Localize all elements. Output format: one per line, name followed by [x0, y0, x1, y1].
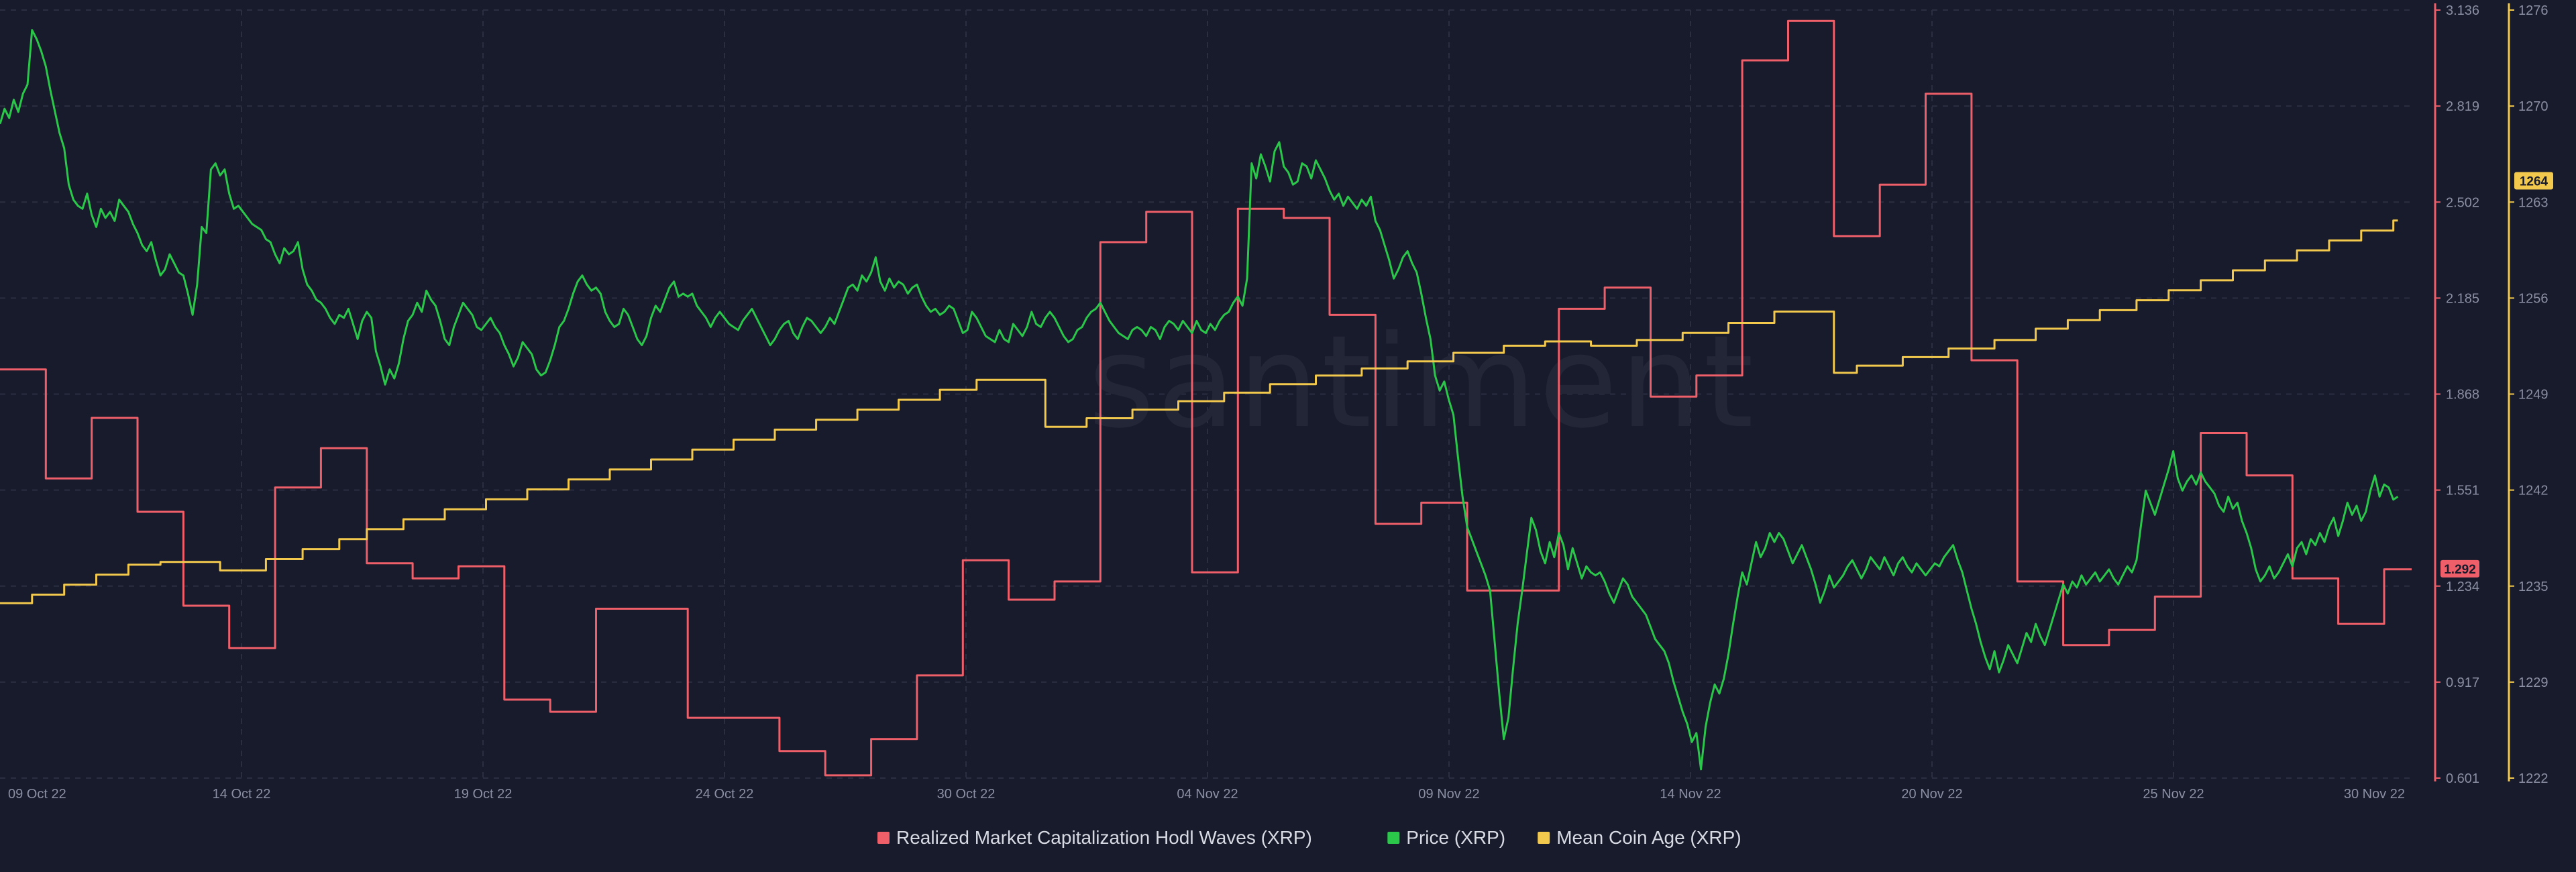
- y-right-tick-label: 1270: [2518, 99, 2548, 114]
- legend-label: Realized Market Capitalization Hodl Wave…: [896, 827, 1312, 848]
- legend-swatch: [1387, 832, 1400, 844]
- last-value-badge-text: 1264: [2520, 174, 2548, 188]
- y-left-tick-label: 0.601: [2446, 771, 2479, 786]
- y-right-tick-label: 1276: [2518, 3, 2548, 18]
- y-left-tick-label: 1.868: [2446, 388, 2479, 402]
- last-value-badge-text: 1.292: [2444, 563, 2476, 577]
- legend-swatch: [1538, 832, 1550, 844]
- legend-swatch: [877, 832, 890, 844]
- legend-item-mean-coin-age-xrp[interactable]: Mean Coin Age (XRP): [1538, 827, 1741, 848]
- x-tick-label: 19 Oct 22: [454, 787, 513, 802]
- x-tick-label: 30 Nov 22: [2344, 787, 2405, 802]
- y-left-tick-label: 0.917: [2446, 675, 2479, 690]
- legend-label: Mean Coin Age (XRP): [1556, 827, 1741, 848]
- watermark: santiment: [1088, 308, 1756, 456]
- y-left-tick-label: 1.551: [2446, 484, 2479, 498]
- series-line-realized-market-capitalization-hodl-waves-xrp: [0, 19, 2412, 777]
- legend-item-realized-market-capitalization-hodl-waves-xrp[interactable]: Realized Market Capitalization Hodl Wave…: [877, 827, 1312, 848]
- legend: Realized Market Capitalization Hodl Wave…: [877, 827, 1741, 848]
- x-tick-label: 04 Nov 22: [1177, 787, 1238, 802]
- grid-layer: [0, 9, 2412, 779]
- legend-label: Price (XRP): [1406, 827, 1505, 848]
- x-tick-label: 14 Nov 22: [1660, 787, 1721, 802]
- x-tick-label: 20 Nov 22: [1901, 787, 1962, 802]
- axis-layer: 3.136 1276 2.819 1270 2.502 1263 2.185 1256 1.86…: [8, 3, 2553, 802]
- series-layer: [0, 19, 2412, 777]
- last-value-badge-bg: [2514, 172, 2553, 190]
- y-right-tick-label: 1222: [2518, 771, 2548, 786]
- x-tick-label: 09 Nov 22: [1418, 787, 1479, 802]
- y-right-tick-label: 1235: [2518, 580, 2548, 594]
- y-right-tick-label: 1263: [2518, 195, 2548, 210]
- x-tick-label: 24 Oct 22: [696, 787, 754, 802]
- y-left-tick-label: 3.136: [2446, 3, 2479, 18]
- y-left-tick-label: 2.185: [2446, 291, 2479, 306]
- x-tick-label: 25 Nov 22: [2143, 787, 2204, 802]
- y-left-tick-label: 2.819: [2446, 99, 2479, 114]
- y-right-tick-label: 1249: [2518, 388, 2548, 402]
- y-right-tick-label: 1229: [2518, 675, 2548, 690]
- x-tick-label: 14 Oct 22: [213, 787, 271, 802]
- y-left-tick-label: 1.234: [2446, 580, 2479, 594]
- y-left-tick-label: 2.502: [2446, 195, 2479, 210]
- last-value-badge: 1264: [2514, 172, 2553, 190]
- legend-item-price-xrp[interactable]: Price (XRP): [1387, 827, 1505, 848]
- x-tick-label: 30 Oct 22: [937, 787, 996, 802]
- x-tick-label: 09 Oct 22: [8, 787, 66, 802]
- y-right-tick-label: 1256: [2518, 291, 2548, 306]
- series-line-mean-coin-age-xrp: [0, 219, 2398, 604]
- y-right-tick-label: 1242: [2518, 484, 2548, 498]
- series-line-price-xrp: [0, 29, 2399, 771]
- last-value-badge-bg: [2440, 559, 2479, 578]
- last-value-badge: 1.292: [2440, 559, 2479, 578]
